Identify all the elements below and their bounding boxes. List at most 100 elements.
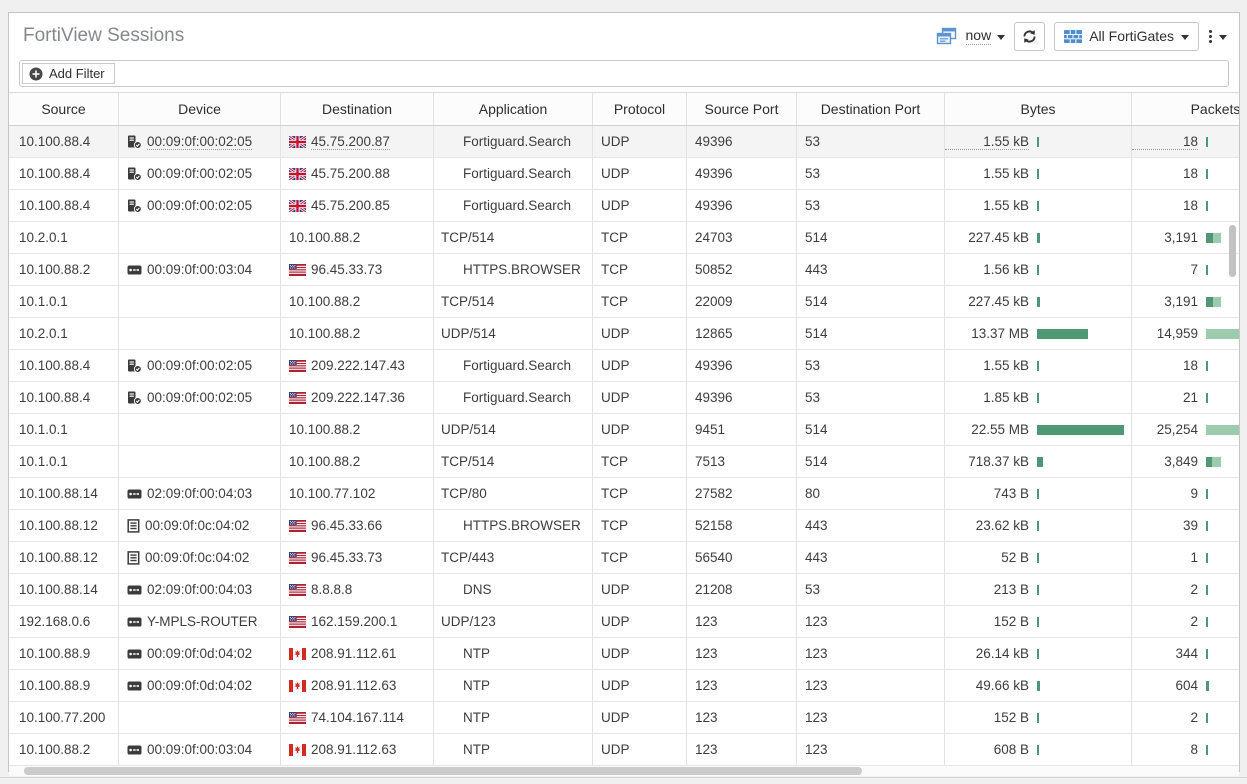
destination-ip[interactable]: 10.100.88.2	[289, 454, 361, 469]
destination-ip[interactable]: 74.104.167.114	[311, 710, 404, 725]
device-id[interactable]: 02:09:0f:00:04:03	[147, 486, 253, 501]
destination-ip[interactable]: 10.100.88.2	[289, 422, 361, 437]
col-header-bytes[interactable]: Bytes	[945, 93, 1132, 125]
time-range-button[interactable]: now	[965, 27, 1006, 45]
device-id[interactable]: 00:09:0f:0d:04:02	[147, 678, 253, 693]
destination-ip[interactable]: 209.222.147.43	[311, 358, 405, 373]
bytes-value[interactable]: 52 B	[1001, 550, 1029, 565]
packets-value[interactable]: 8	[1190, 742, 1198, 757]
bytes-value[interactable]: 1.56 kB	[983, 262, 1029, 277]
packets-value[interactable]: 2	[1190, 710, 1198, 725]
col-header-source[interactable]: Source	[9, 93, 119, 125]
packets-value[interactable]: 18	[1182, 198, 1198, 213]
packets-value[interactable]: 18	[1182, 358, 1198, 373]
destination-ip[interactable]: 8.8.8.8	[311, 582, 353, 597]
bytes-value[interactable]: 1.55 kB	[945, 134, 1029, 150]
packets-value[interactable]: 3,191	[1164, 230, 1198, 245]
destination-ip[interactable]: 10.100.88.2	[289, 294, 361, 309]
table-row[interactable]: 10.100.77.200 74.104.167.114 NTP UDP 123 123 1…	[9, 702, 1239, 734]
destination-ip[interactable]: 209.222.147.36	[311, 390, 405, 405]
horizontal-scrollbar[interactable]	[9, 766, 1239, 776]
table-row[interactable]: 10.100.88.2 00:09:0f:00:03:04 96.45.33.73 H…	[9, 254, 1239, 286]
destination-ip[interactable]: 10.100.77.102	[289, 486, 376, 501]
filter-bar[interactable]: Add Filter	[19, 60, 1229, 87]
table-row[interactable]: 10.100.88.4 00:09:0f:00:02:05 45.75.200.88…	[9, 158, 1239, 190]
bytes-value[interactable]: 26.14 kB	[975, 646, 1029, 661]
packets-value[interactable]: 21	[1182, 390, 1198, 405]
destination-ip[interactable]: 96.45.33.73	[311, 262, 383, 277]
table-row[interactable]: 10.100.88.9 00:09:0f:0d:04:02 208.91.112.6…	[9, 638, 1239, 670]
device-id[interactable]: 00:09:0f:00:03:04	[147, 262, 253, 277]
table-row[interactable]: 10.2.0.1 10.100.88.2 UDP/514 UDP 12865 514 13.…	[9, 318, 1239, 350]
col-header-packets[interactable]: Packets	[1190, 101, 1239, 117]
destination-ip[interactable]: 10.100.88.2	[289, 230, 361, 245]
device-id[interactable]: 00:09:0f:00:02:05	[147, 166, 253, 181]
bytes-value[interactable]: 49.66 kB	[975, 678, 1029, 693]
packets-value[interactable]: 7	[1190, 262, 1198, 277]
bytes-value[interactable]: 743 B	[993, 486, 1029, 501]
table-row[interactable]: 10.2.0.1 10.100.88.2 TCP/514 TCP 24703 514 227…	[9, 222, 1239, 254]
col-header-source-port[interactable]: Source Port	[687, 93, 797, 125]
table-row[interactable]: 192.168.0.6 Y-MPLS-ROUTER 162.159.200.1 UDP…	[9, 606, 1239, 638]
table-row[interactable]: 10.100.88.4 00:09:0f:00:02:05 209.222.147.…	[9, 382, 1239, 414]
bytes-value[interactable]: 718.37 kB	[968, 454, 1029, 469]
fortigate-selector-button[interactable]: All FortiGates	[1054, 21, 1199, 51]
packets-value[interactable]: 2	[1190, 614, 1198, 629]
horizontal-scrollbar-thumb[interactable]	[24, 767, 862, 775]
destination-ip[interactable]: 208.91.112.61	[311, 646, 397, 661]
packets-value[interactable]: 14,959	[1156, 326, 1198, 341]
packets-value[interactable]: 3,191	[1164, 294, 1198, 309]
destination-ip[interactable]: 10.100.88.2	[289, 326, 361, 341]
table-row[interactable]: 10.1.0.1 10.100.88.2 UDP/514 UDP 9451 514 22.5…	[9, 414, 1239, 446]
table-row[interactable]: 10.100.88.14 02:09:0f:00:04:03 10.100.77.1…	[9, 478, 1239, 510]
vertical-scrollbar-thumb[interactable]	[1229, 225, 1236, 277]
destination-ip[interactable]: 45.75.200.87	[311, 133, 390, 150]
device-id[interactable]: 00:09:0f:00:02:05	[147, 198, 253, 213]
device-id[interactable]: 00:09:0f:00:02:05	[147, 390, 253, 405]
col-header-application[interactable]: Application	[434, 93, 593, 125]
more-options-button[interactable]	[1208, 28, 1227, 45]
table-row[interactable]: 10.100.88.9 00:09:0f:0d:04:02 208.91.112.6…	[9, 670, 1239, 702]
table-row[interactable]: 10.100.88.12 00:09:0f:0c:04:02 96.45.33.66…	[9, 510, 1239, 542]
packets-value[interactable]: 25,254	[1156, 422, 1198, 437]
destination-ip[interactable]: 162.159.200.1	[311, 614, 398, 629]
destination-ip[interactable]: 208.91.112.63	[311, 678, 397, 693]
table-row[interactable]: 10.100.88.4 00:09:0f:00:02:05 209.222.147.…	[9, 350, 1239, 382]
col-header-destination[interactable]: Destination	[281, 93, 434, 125]
bytes-value[interactable]: 152 B	[993, 710, 1029, 725]
destination-ip[interactable]: 208.91.112.63	[311, 742, 397, 757]
table-row[interactable]: 10.100.88.2 00:09:0f:00:03:04 208.91.112.6…	[9, 734, 1239, 766]
device-id[interactable]: 00:09:0f:00:02:05	[147, 133, 253, 150]
bytes-value[interactable]: 1.55 kB	[983, 166, 1029, 181]
col-header-protocol[interactable]: Protocol	[593, 93, 687, 125]
table-row[interactable]: 10.100.88.4 00:09:0f:00:02:05 45.75.200.85…	[9, 190, 1239, 222]
bytes-value[interactable]: 227.45 kB	[968, 294, 1029, 309]
table-row[interactable]: 10.1.0.1 10.100.88.2 TCP/514 TCP 22009 514 227…	[9, 286, 1239, 318]
device-id[interactable]: 00:09:0f:0c:04:02	[145, 550, 250, 565]
device-id[interactable]: 00:09:0f:00:02:05	[147, 358, 253, 373]
bytes-value[interactable]: 1.85 kB	[983, 390, 1029, 405]
add-filter-button[interactable]: Add Filter	[22, 63, 115, 84]
packets-value[interactable]: 9	[1190, 486, 1198, 501]
table-row[interactable]: 10.100.88.14 02:09:0f:00:04:03 8.8.8.8 DNS U…	[9, 574, 1239, 606]
table-row[interactable]: 10.100.88.4 00:09:0f:00:02:05 45.75.200.87…	[9, 126, 1239, 158]
packets-value[interactable]: 18	[1132, 134, 1198, 150]
bytes-value[interactable]: 608 B	[993, 742, 1029, 757]
table-row[interactable]: 10.100.88.12 00:09:0f:0c:04:02 96.45.33.73…	[9, 542, 1239, 574]
bytes-value[interactable]: 13.37 MB	[971, 326, 1029, 341]
table-row[interactable]: 10.1.0.1 10.100.88.2 TCP/514 TCP 7513 514 718.…	[9, 446, 1239, 478]
bytes-value[interactable]: 22.55 MB	[971, 422, 1029, 437]
bytes-value[interactable]: 227.45 kB	[968, 230, 1029, 245]
packets-value[interactable]: 1	[1190, 550, 1198, 565]
col-header-device[interactable]: Device	[119, 93, 281, 125]
bytes-value[interactable]: 23.62 kB	[975, 518, 1029, 533]
refresh-button[interactable]	[1014, 21, 1046, 51]
packets-value[interactable]: 344	[1175, 646, 1198, 661]
destination-ip[interactable]: 96.45.33.66	[311, 518, 383, 533]
bytes-value[interactable]: 1.55 kB	[983, 198, 1029, 213]
destination-ip[interactable]: 45.75.200.85	[311, 198, 390, 213]
destination-ip[interactable]: 96.45.33.73	[311, 550, 383, 565]
device-id[interactable]: 00:09:0f:0c:04:02	[145, 518, 250, 533]
bytes-value[interactable]: 1.55 kB	[983, 358, 1029, 373]
packets-value[interactable]: 18	[1182, 166, 1198, 181]
